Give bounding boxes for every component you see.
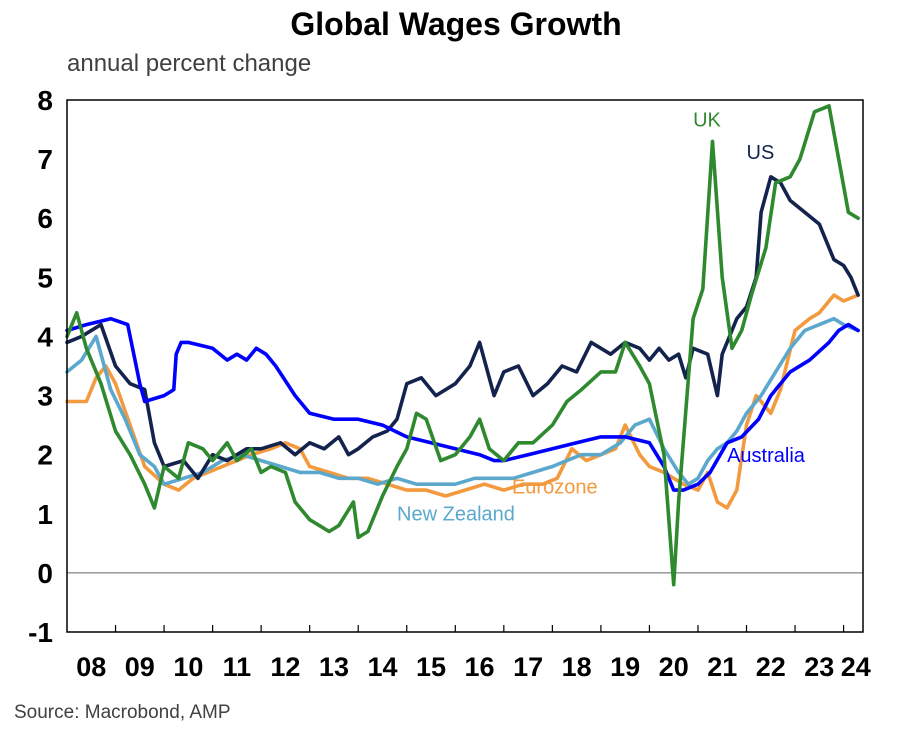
x-tick-label: 24: [841, 652, 871, 682]
series-line-australia: [65, 316, 860, 492]
y-tick-label: 5: [37, 262, 53, 293]
series-label-us: US: [747, 142, 775, 164]
x-tick-label: 16: [465, 652, 495, 682]
y-tick-label: 4: [37, 321, 53, 352]
x-tick-label: 13: [319, 652, 349, 682]
x-tick-label: 19: [610, 652, 640, 682]
x-tick-label: 18: [562, 652, 592, 682]
chart-title: Global Wages Growth: [290, 6, 622, 42]
series-label-uk: UK: [693, 110, 721, 132]
series-line-uk: [65, 104, 860, 587]
series-layer: [65, 104, 860, 587]
y-tick-label: 6: [37, 203, 53, 234]
y-tick-label: 8: [37, 85, 53, 116]
x-tick-label: 20: [659, 652, 689, 682]
x-tick-label: 14: [367, 652, 397, 682]
x-tick-label: 17: [513, 652, 543, 682]
y-tick-label: 3: [37, 381, 53, 412]
x-tick-label: 21: [707, 652, 737, 682]
x-tick-label: 10: [173, 652, 203, 682]
y-tick-label: 2: [37, 440, 53, 471]
x-tick-label: 22: [756, 652, 786, 682]
x-tick-label: 12: [270, 652, 300, 682]
x-tick-label: 23: [804, 652, 834, 682]
series-labels: UK US Australia Eurozone New Zealand: [397, 110, 806, 526]
y-tick-label: -1: [28, 617, 53, 648]
y-tick-label: 7: [37, 144, 53, 175]
x-axis: 08 09 10 11 12 13 14 15 16 17 18 19 20 21 22 23 24: [76, 625, 871, 682]
series-label-eurozone: Eurozone: [512, 477, 598, 499]
x-tick-label: 15: [416, 652, 446, 682]
series-label-australia: Australia: [727, 445, 806, 467]
y-tick-label: 0: [37, 558, 53, 589]
y-tick-label: 1: [37, 499, 53, 530]
series-line-us: [65, 175, 860, 481]
chart-subtitle: annual percent change: [67, 50, 312, 77]
plot-frame: [66, 99, 864, 633]
x-tick-label: 11: [223, 652, 252, 682]
x-tick-label: 08: [76, 652, 106, 682]
source-note: Source: Macrobond, AMP: [14, 702, 231, 723]
x-tick-label: 09: [125, 652, 155, 682]
series-label-new-zealand: New Zealand: [397, 503, 515, 525]
series-line-new-zealand: [65, 316, 860, 486]
y-axis: -1 0 1 2 3 4 5 6 7 8: [28, 85, 53, 648]
